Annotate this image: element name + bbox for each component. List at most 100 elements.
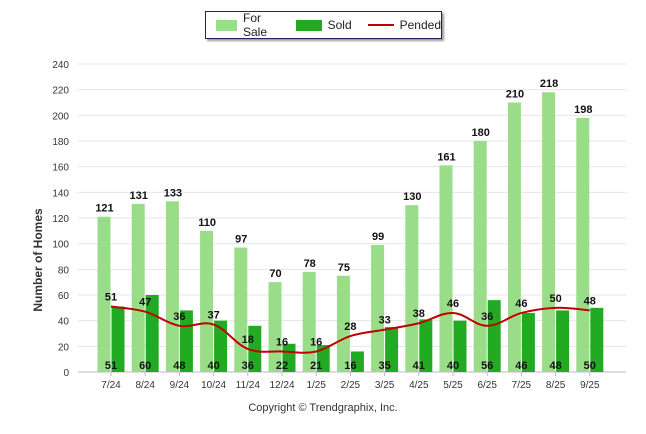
legend-pended-label: Pended xyxy=(399,18,441,32)
label-pended: 18 xyxy=(242,334,254,346)
bar-for-sale xyxy=(97,216,111,372)
label-pended: 38 xyxy=(413,308,425,320)
bar-sold xyxy=(556,310,570,372)
x-tick-label: 8/25 xyxy=(546,380,566,391)
label-for-sale: 99 xyxy=(372,231,384,243)
x-tick-label: 4/25 xyxy=(409,380,429,391)
label-pended: 46 xyxy=(515,298,527,310)
bar-for-sale xyxy=(405,205,419,372)
label-sold: 35 xyxy=(378,360,390,372)
copyright-footer: Copyright © Trendgraphix, Inc. xyxy=(248,402,398,414)
label-pended: 16 xyxy=(310,336,322,348)
label-for-sale: 161 xyxy=(437,151,455,163)
pended-swatch xyxy=(367,24,394,26)
bar-for-sale xyxy=(165,201,179,372)
label-sold: 16 xyxy=(344,360,356,372)
label-pended: 51 xyxy=(105,292,117,304)
bar-sold xyxy=(248,325,262,372)
y-tick-label: 180 xyxy=(52,137,69,148)
label-sold: 46 xyxy=(515,360,527,372)
label-for-sale: 218 xyxy=(540,78,558,90)
bar-sold xyxy=(145,295,159,372)
bar-for-sale xyxy=(131,203,145,372)
x-tick-label: 10/24 xyxy=(201,380,226,391)
label-sold: 48 xyxy=(173,360,185,372)
label-pended: 37 xyxy=(207,310,219,322)
label-pended: 50 xyxy=(549,293,561,305)
label-pended: 16 xyxy=(276,336,288,348)
bar-sold xyxy=(419,319,433,372)
label-for-sale: 78 xyxy=(304,258,316,270)
label-sold: 48 xyxy=(549,360,561,372)
label-sold: 40 xyxy=(207,360,219,372)
bar-for-sale xyxy=(439,165,453,372)
x-tick-label: 1/25 xyxy=(306,380,326,391)
bar-for-sale xyxy=(268,282,282,372)
y-tick-label: 160 xyxy=(52,163,69,174)
label-for-sale: 180 xyxy=(472,127,490,139)
x-tick-label: 7/24 xyxy=(101,380,121,391)
pended-line xyxy=(110,305,590,354)
legend-item-sold[interactable]: Sold xyxy=(295,18,352,32)
pended-line-group xyxy=(110,305,590,354)
bar-for-sale xyxy=(542,92,556,372)
legend-sold-label: Sold xyxy=(327,18,352,32)
label-sold: 50 xyxy=(584,360,596,372)
label-for-sale: 210 xyxy=(506,89,524,101)
bar-for-sale xyxy=(576,117,590,373)
x-tick-label: 3/25 xyxy=(375,380,395,391)
label-for-sale: 97 xyxy=(235,234,247,246)
x-tick-label: 7/25 xyxy=(512,380,532,391)
label-sold: 21 xyxy=(310,360,322,372)
y-tick-label: 100 xyxy=(52,240,69,251)
y-axis-title-wrap: Number of Homes xyxy=(31,208,45,312)
label-sold: 40 xyxy=(447,360,459,372)
y-tick-label: 200 xyxy=(52,111,69,122)
label-pended: 48 xyxy=(584,295,596,307)
for-sale-swatch xyxy=(216,19,237,31)
legend: For Sale Sold Pended xyxy=(205,11,442,39)
y-tick-label: 220 xyxy=(52,86,69,97)
label-pended: 36 xyxy=(481,311,493,323)
legend-item-pended[interactable]: Pended xyxy=(367,18,441,32)
x-tick-label: 9/25 xyxy=(580,380,600,391)
legend-item-for-sale[interactable]: For Sale xyxy=(216,11,280,39)
y-tick-label: 240 xyxy=(52,60,69,71)
bar-sold xyxy=(385,327,399,372)
y-tick-label: 80 xyxy=(58,265,70,276)
bar-for-sale xyxy=(200,230,214,372)
y-tick-label: 0 xyxy=(63,368,69,379)
label-for-sale: 121 xyxy=(95,203,113,215)
x-tick-label: 9/24 xyxy=(170,380,190,391)
label-for-sale: 110 xyxy=(198,217,216,229)
x-tick-label: 8/24 xyxy=(135,380,155,391)
bar-for-sale xyxy=(507,102,521,372)
bar-sold xyxy=(350,351,364,372)
y-tick-label: 140 xyxy=(52,188,69,199)
label-sold: 60 xyxy=(139,360,151,372)
label-for-sale: 75 xyxy=(338,262,350,274)
bar-sold xyxy=(214,320,228,372)
legend-for-sale-label: For Sale xyxy=(242,11,268,39)
bar-for-sale xyxy=(473,141,487,372)
x-tick-label: 11/24 xyxy=(236,380,261,391)
x-tick-label: 2/25 xyxy=(341,380,361,391)
bar-sold xyxy=(487,300,501,372)
label-pended: 47 xyxy=(139,297,151,309)
y-tick-label: 60 xyxy=(58,291,70,302)
label-sold: 22 xyxy=(276,360,288,372)
x-tick-label: 5/25 xyxy=(443,380,463,391)
label-sold: 36 xyxy=(242,360,254,372)
x-axis-ticks: 7/24 8/24 9/24 10/24 11/24 12/24 1/25 2/25 3/25 4… xyxy=(101,372,600,391)
y-axis-ticks: 0 20 40 60 80 100 120 140 160 180 200 220 240 xyxy=(52,60,69,379)
bar-sold xyxy=(111,306,125,372)
label-sold: 51 xyxy=(105,360,117,372)
bar-sold xyxy=(316,345,330,372)
bar-sold xyxy=(590,307,604,372)
label-for-sale: 133 xyxy=(164,187,182,199)
y-axis-title: Number of Homes xyxy=(31,208,45,312)
bars xyxy=(97,92,604,373)
x-tick-label: 12/24 xyxy=(269,380,294,391)
bar-for-sale xyxy=(234,247,248,372)
